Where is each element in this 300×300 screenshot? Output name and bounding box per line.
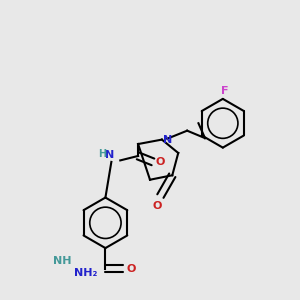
Text: NH₂: NH₂ [74,268,98,278]
Text: F: F [220,86,228,96]
Text: N: N [164,135,172,145]
Text: O: O [156,157,165,167]
Text: O: O [153,200,162,211]
Text: H: H [98,149,106,159]
Text: O: O [126,264,136,274]
Text: N: N [105,150,115,161]
Text: NH: NH [53,256,72,266]
